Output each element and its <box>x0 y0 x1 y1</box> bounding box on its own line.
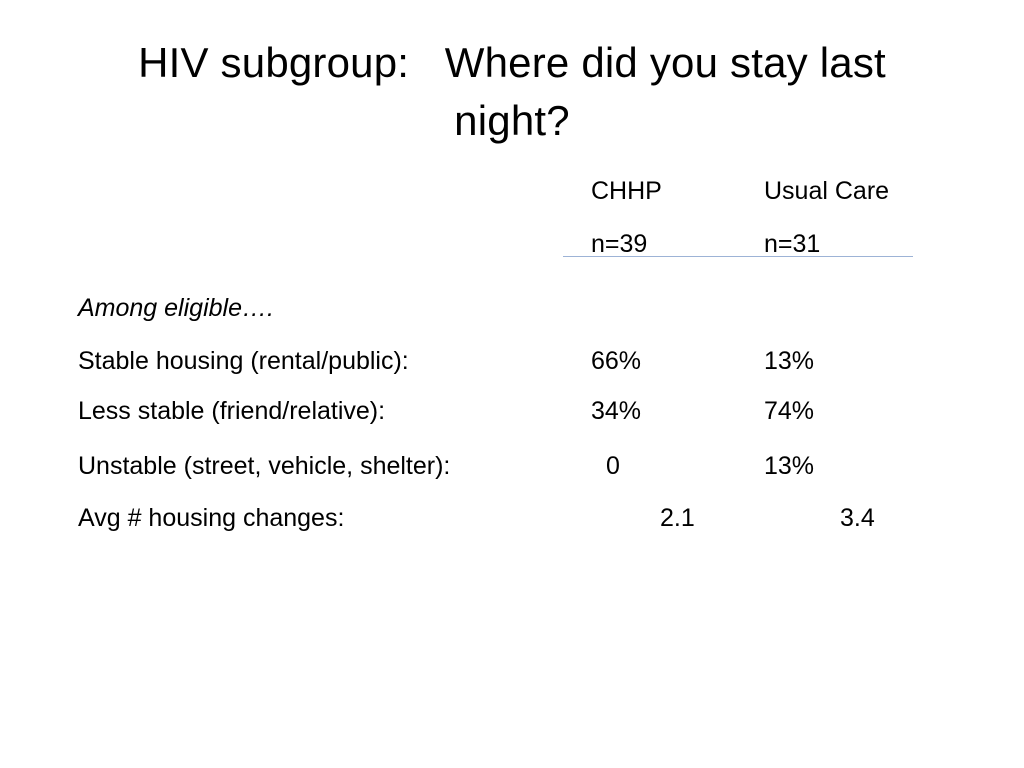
row-value-chhp-stable-housing: 66% <box>591 347 642 375</box>
row-value-usual-stable-housing: 13% <box>764 347 815 375</box>
row-value-chhp-avg-housing-changes: 2.1 <box>660 504 695 532</box>
row-value-usual-avg-housing-changes: 3.4 <box>840 504 875 532</box>
row-label-stable-housing: Stable housing (rental/public): <box>78 347 409 375</box>
row-value-chhp-unstable: 0 <box>606 452 620 480</box>
row-value-usual-less-stable: 74% <box>764 397 815 425</box>
column-header-chhp: CHHP <box>591 177 662 205</box>
row-label-avg-housing-changes: Avg # housing changes: <box>78 504 345 532</box>
slide-title-line-2: night? <box>454 97 570 144</box>
section-label: Among eligible…. <box>78 294 274 322</box>
row-label-less-stable: Less stable (friend/relative): <box>78 397 386 425</box>
header-underline <box>563 256 913 257</box>
column-header-usual-care: Usual Care <box>764 177 890 205</box>
row-value-usual-unstable: 13% <box>764 452 815 480</box>
row-value-chhp-less-stable: 34% <box>591 397 642 425</box>
column-n-usual-care: n=31 <box>764 230 821 258</box>
slide-title-line-1: HIV subgroup: Where did you stay last <box>138 39 886 86</box>
slide-title: HIV subgroup: Where did you stay last ni… <box>60 34 964 150</box>
column-n-chhp: n=39 <box>591 230 648 258</box>
row-label-unstable: Unstable (street, vehicle, shelter): <box>78 452 451 480</box>
